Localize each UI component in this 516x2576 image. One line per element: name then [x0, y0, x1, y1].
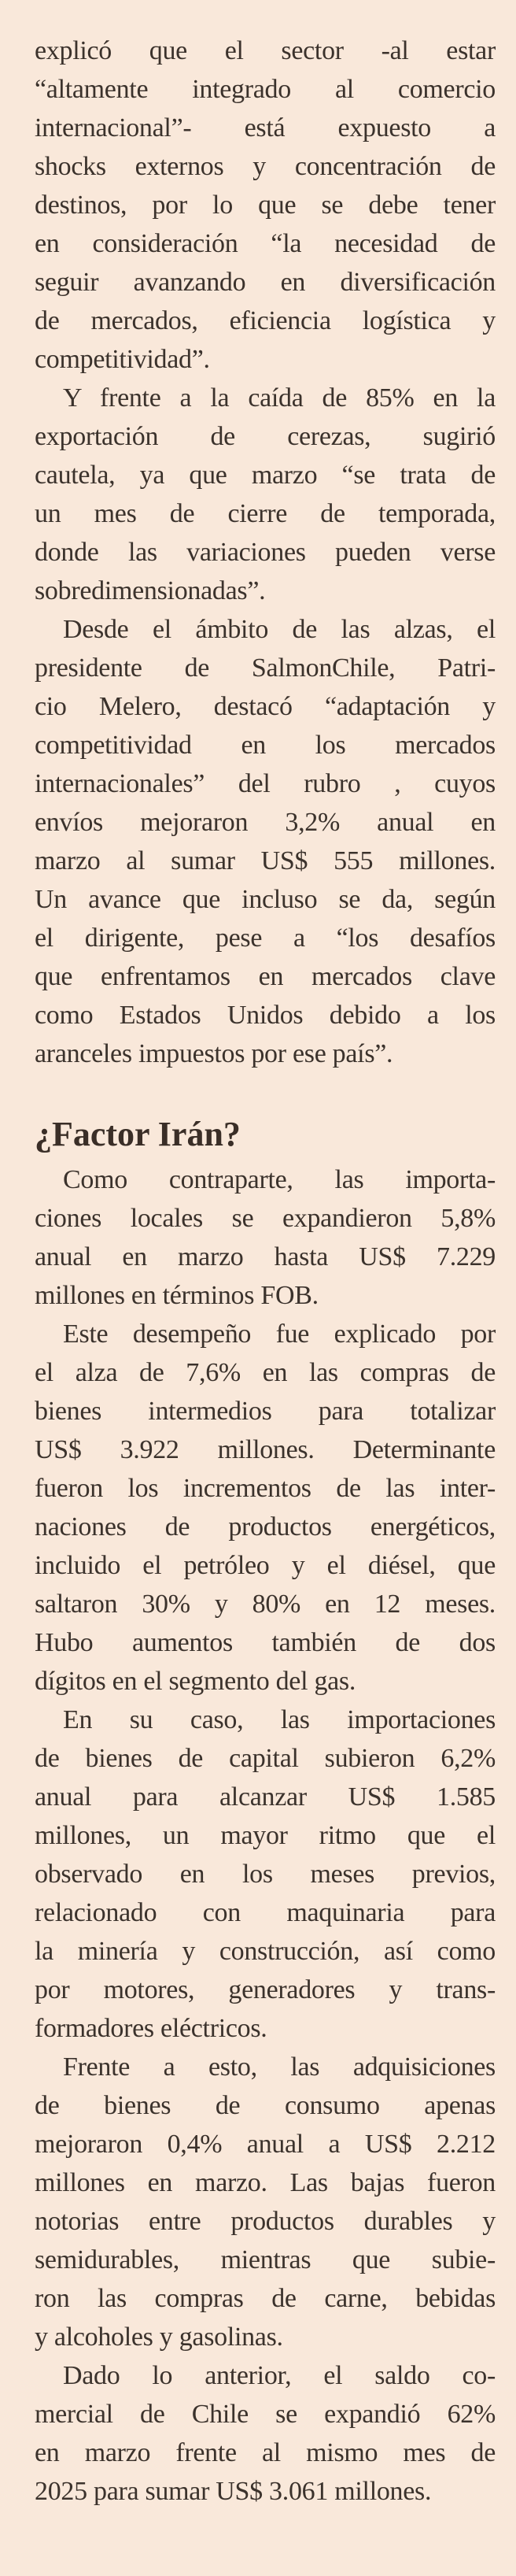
- text-line: Dado lo anterior, el saldo co-: [63, 2361, 496, 2390]
- text-line: formadores eléctricos.: [35, 2014, 267, 2043]
- text-line: explicó que el sector -al estar: [35, 36, 496, 65]
- text-line: un mes de cierre de temporada,: [35, 499, 496, 528]
- text-line: millones, un mayor ritmo que el: [35, 1821, 496, 1850]
- text-line: que enfrentamos en mercados clave: [35, 962, 496, 991]
- text-line: bienes intermedios para totalizar: [35, 1397, 496, 1426]
- text-line: ron las compras de carne, bebidas: [35, 2284, 496, 2313]
- text-line: Hubo aumentos también de dos: [35, 1628, 496, 1657]
- text-line: ciones locales se expandieron 5,8%: [35, 1204, 496, 1233]
- text-line: el dirigente, pese a “los desafíos: [35, 923, 496, 953]
- text-line: marzo al sumar US$ 555 millones.: [35, 846, 496, 875]
- text-line: anual para alcanzar US$ 1.585: [35, 1782, 496, 1812]
- text-line: donde las variaciones pueden verse: [35, 538, 496, 567]
- text-line: Y frente a la caída de 85% en la: [63, 383, 496, 413]
- text-line: En su caso, las importaciones: [63, 1705, 496, 1734]
- paragraph: Desde el ámbito de las alzas, el presiden…: [35, 610, 496, 1073]
- text-line: relacionado con maquinaria para: [35, 1898, 496, 1927]
- text-line: presidente de SalmonChile, Patri-: [35, 653, 496, 683]
- text-line: dígitos en el segmento del gas.: [35, 1667, 356, 1696]
- text-line: y alcoholes y gasolinas.: [35, 2322, 283, 2352]
- text-line: fueron los incrementos de las inter-: [35, 1474, 496, 1503]
- text-line: naciones de productos energéticos,: [35, 1512, 496, 1542]
- text-line: internacional”- está expuesto a: [35, 113, 496, 142]
- paragraph: Y frente a la caída de 85% en la exportac…: [35, 379, 496, 610]
- text-line: observado en los meses previos,: [35, 1860, 496, 1889]
- text-line: 2025 para sumar US$ 3.061 millones.: [35, 2477, 432, 2506]
- text-line: Frente a esto, las adquisiciones: [63, 2052, 496, 2082]
- paragraph: En su caso, las importaciones de bienes d…: [35, 1701, 496, 2048]
- text-line: semidurables, mientras que subie-: [35, 2245, 496, 2274]
- text-line: anual en marzo hasta US$ 7.229: [35, 1242, 496, 1271]
- text-line: mejoraron 0,4% anual a US$ 2.212: [35, 2130, 496, 2159]
- paragraph: Este desempeño fue explicado por el alza …: [35, 1315, 496, 1701]
- text-line: millones en marzo. Las bajas fueron: [35, 2168, 496, 2197]
- text-line: shocks externos y concentración de: [35, 152, 496, 181]
- text-line: competitividad en los mercados: [35, 731, 496, 760]
- text-line: saltaron 30% y 80% en 12 meses.: [35, 1590, 496, 1619]
- text-line: sobredimensionadas”.: [35, 576, 266, 605]
- text-line: notorias entre productos durables y: [35, 2207, 496, 2236]
- article-column: explicó que el sector -al estar “altament…: [35, 31, 496, 2511]
- text-line: “altamente integrado al comercio: [35, 75, 496, 104]
- text-line: como Estados Unidos debido a los: [35, 1001, 496, 1030]
- text-line: la minería y construcción, así como: [35, 1937, 496, 1966]
- paragraph: explicó que el sector -al estar “altament…: [35, 31, 496, 379]
- text-line: exportación de cerezas, sugirió: [35, 422, 496, 451]
- text-line: mercial de Chile se expandió 62%: [35, 2400, 496, 2429]
- text-line: internacionales” del rubro , cuyos: [35, 769, 496, 798]
- paragraph: Como contraparte, las importa-ciones loc…: [35, 1160, 496, 1315]
- text-line: envíos mejoraron 3,2% anual en: [35, 808, 496, 837]
- text-line: en marzo frente al mismo mes de: [35, 2438, 496, 2467]
- text-line: aranceles impuestos por ese país”.: [35, 1039, 393, 1068]
- text-line: competitividad”.: [35, 345, 210, 374]
- text-line: Un avance que incluso se da, según: [35, 885, 496, 914]
- paragraph: Frente a esto, las adquisiciones de biene…: [35, 2048, 496, 2356]
- text-line: cautela, ya que marzo “se trata de: [35, 461, 496, 490]
- text-line: seguir avanzando en diversificación: [35, 268, 496, 297]
- text-line: destinos, por lo que se debe tener: [35, 191, 496, 220]
- text-line: millones en términos FOB.: [35, 1281, 319, 1310]
- text-line: Como contraparte, las importa-: [63, 1165, 496, 1194]
- text-line: cio Melero, destacó “adaptación y: [35, 692, 496, 721]
- text-line: por motores, generadores y trans-: [35, 1975, 496, 2004]
- paragraph: Dado lo anterior, el saldo co-mercial de…: [35, 2356, 496, 2511]
- text-line: de mercados, eficiencia logística y: [35, 306, 496, 335]
- text-line: Este desempeño fue explicado por: [63, 1319, 496, 1349]
- text-line: el alza de 7,6% en las compras de: [35, 1358, 496, 1387]
- text-line: de bienes de consumo apenas: [35, 2091, 496, 2120]
- text-line: en consideración “la necesidad de: [35, 229, 496, 258]
- text-line: de bienes de capital subieron 6,2%: [35, 1744, 496, 1773]
- text-line: incluido el petróleo y el diésel, que: [35, 1551, 496, 1580]
- section-heading: ¿Factor Irán?: [35, 1115, 241, 1153]
- text-line: US$ 3.922 millones. Determinante: [35, 1435, 496, 1464]
- text-line: Desde el ámbito de las alzas, el: [63, 615, 496, 644]
